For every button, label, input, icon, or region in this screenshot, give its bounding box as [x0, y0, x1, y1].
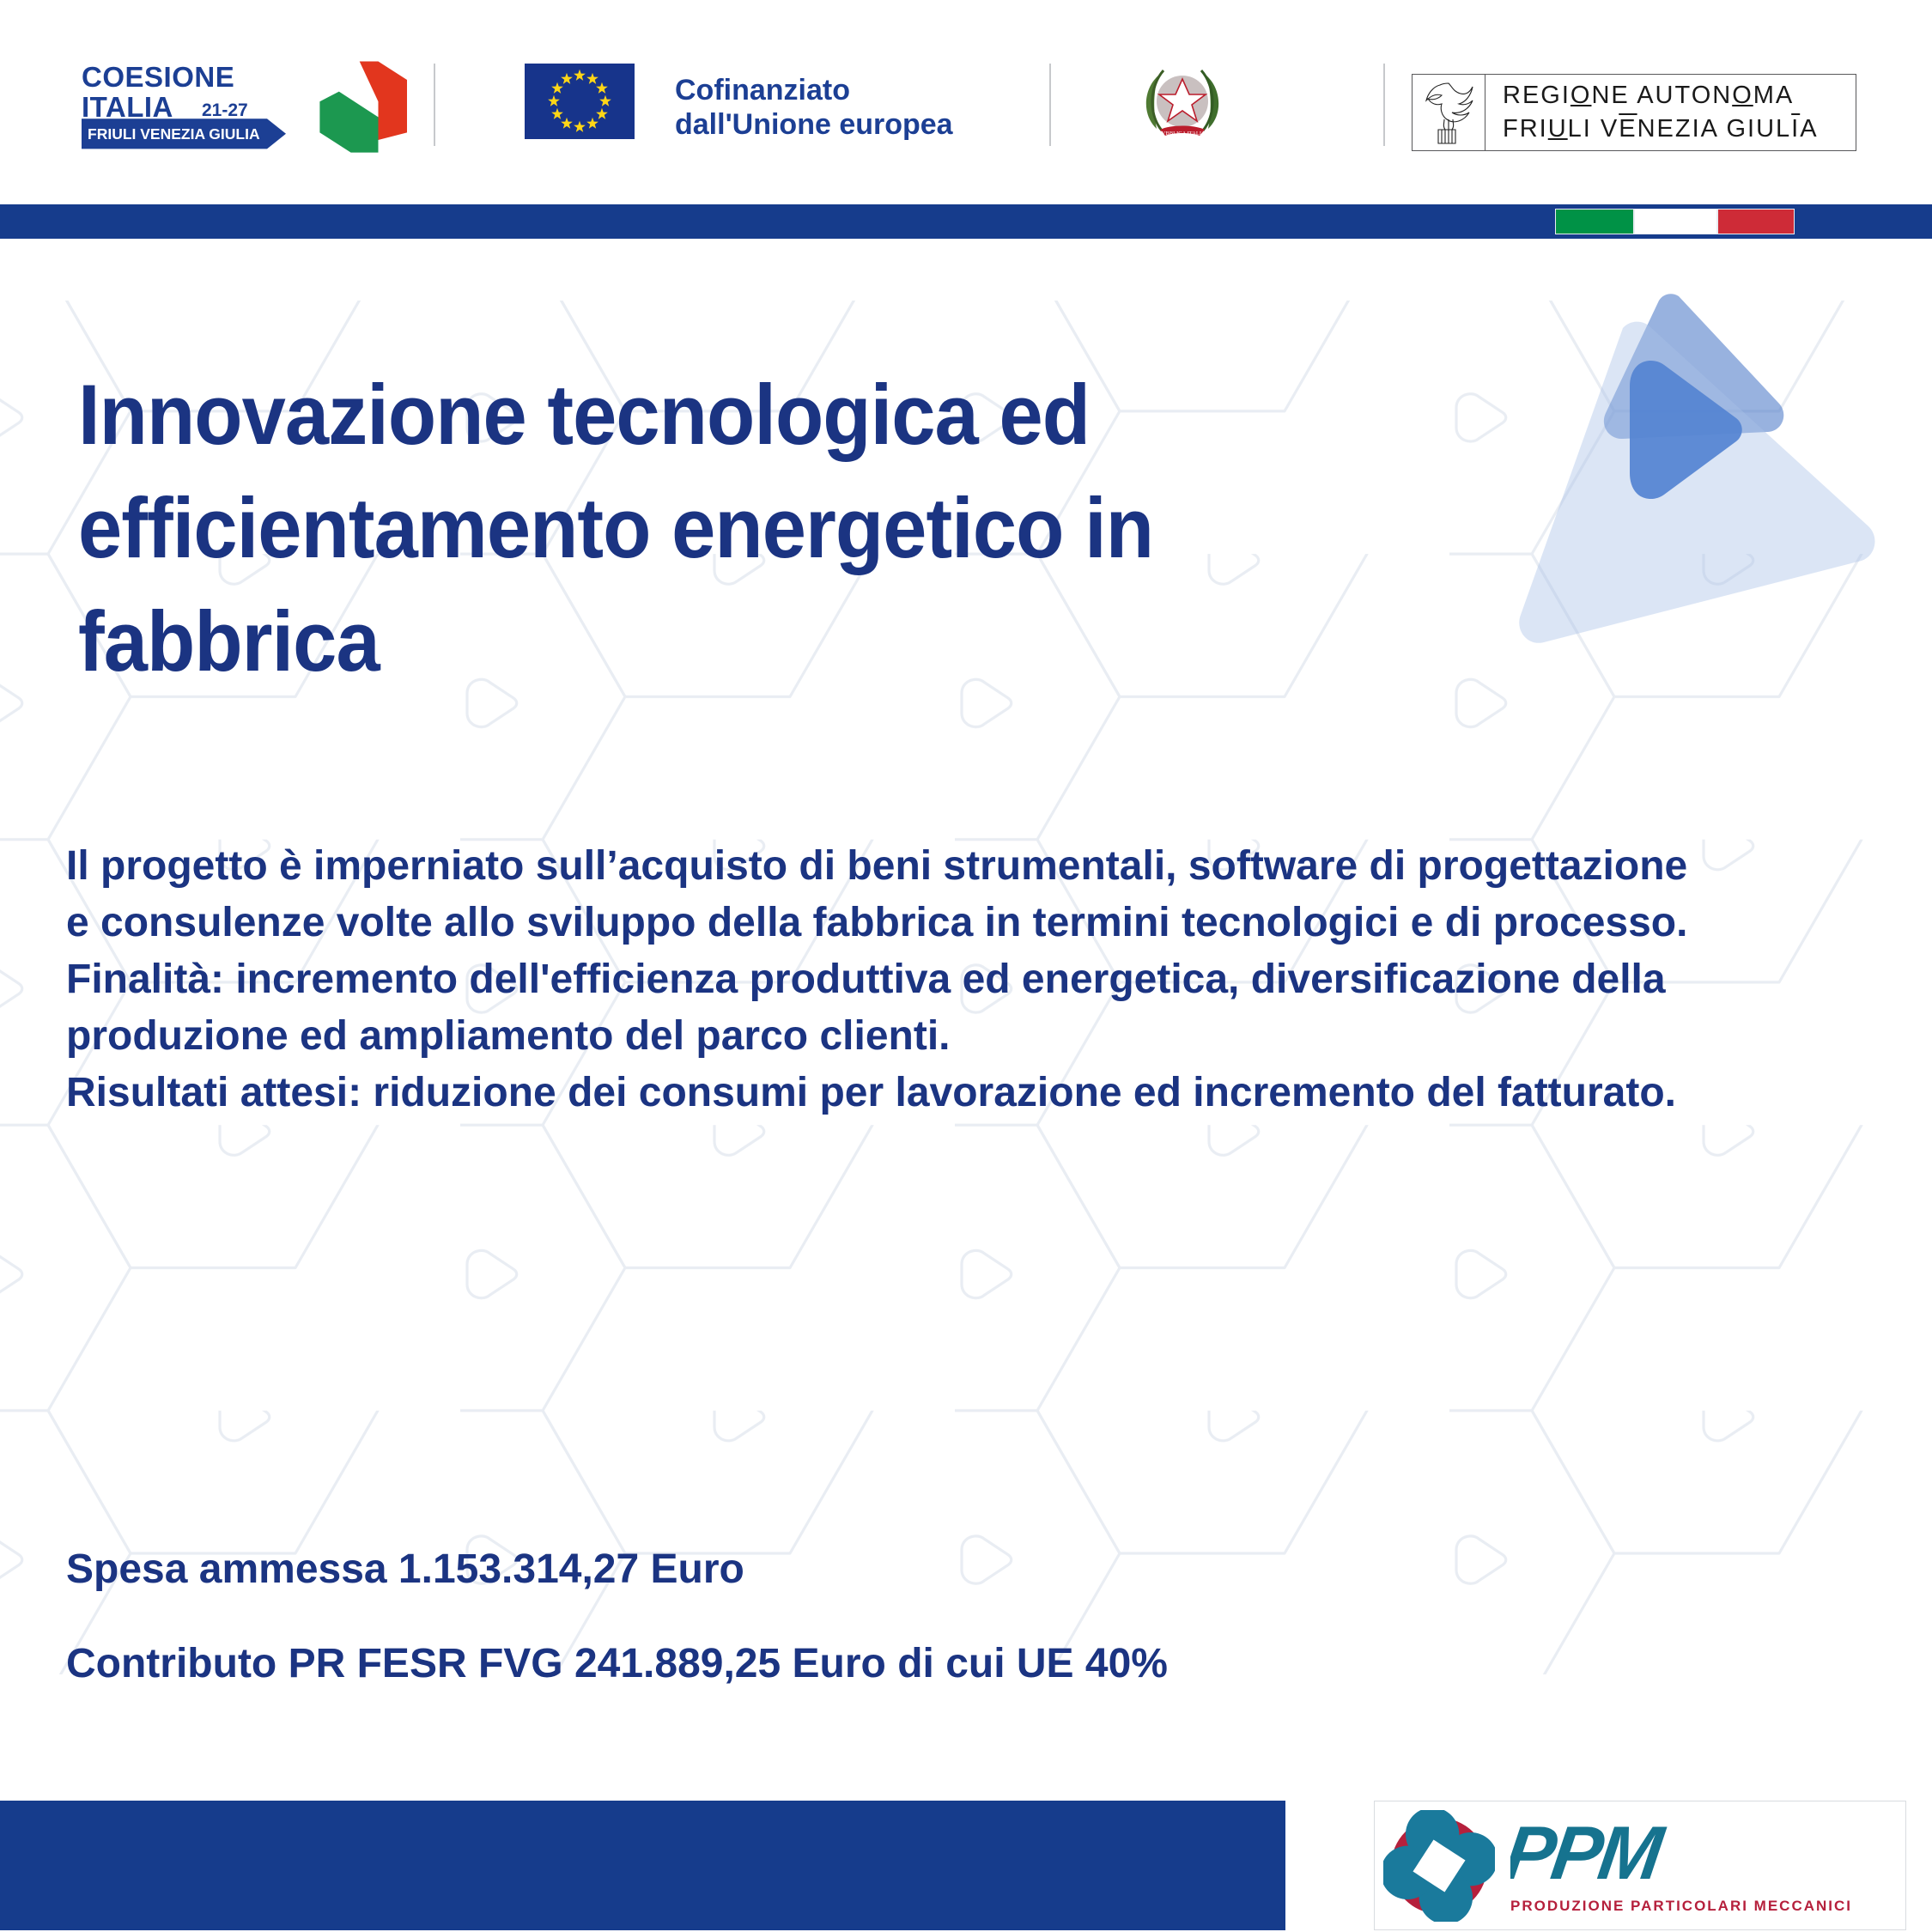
- svg-text:21-27: 21-27: [202, 100, 248, 120]
- svg-text:ITALIA: ITALIA: [82, 91, 173, 123]
- svg-text:dall'Unione europea: dall'Unione europea: [675, 108, 954, 141]
- svg-text:COESIONE: COESIONE: [82, 61, 234, 93]
- svg-text:PPM: PPM: [1510, 1817, 1670, 1895]
- svg-text:FRIULI VENEZIA GIULIA: FRIULI VENEZIA GIULIA: [88, 125, 260, 143]
- svg-text:REPVBBLICA ITALIANA: REPVBBLICA ITALIANA: [1151, 131, 1214, 137]
- svg-text:Cofinanziato: Cofinanziato: [675, 74, 850, 106]
